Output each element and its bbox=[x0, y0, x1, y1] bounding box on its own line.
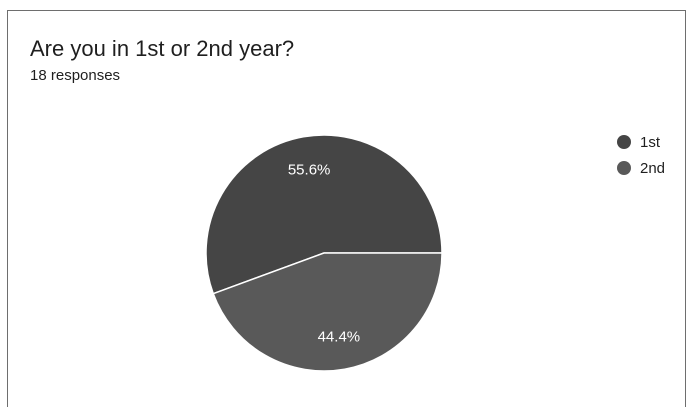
chart-title: Are you in 1st or 2nd year? bbox=[30, 36, 295, 61]
legend-swatch-2nd bbox=[617, 161, 631, 175]
legend-swatch-1st bbox=[617, 135, 631, 149]
legend-label-2nd: 2nd bbox=[640, 159, 666, 177]
legend-item-1st[interactable]: 1st bbox=[617, 131, 665, 153]
response-count: 18 responses bbox=[30, 67, 121, 84]
pie-slice-2nd[interactable] bbox=[212, 252, 443, 372]
legend-label-1st: 1st bbox=[640, 133, 661, 151]
pie-label-1st: 55.6% bbox=[288, 161, 331, 178]
chart-legend: 1st 2nd bbox=[617, 131, 665, 183]
pie-slice-1st[interactable] bbox=[205, 134, 443, 295]
legend-item-2nd[interactable]: 2nd bbox=[617, 157, 665, 179]
pie-label-2nd: 44.4% bbox=[318, 329, 361, 346]
